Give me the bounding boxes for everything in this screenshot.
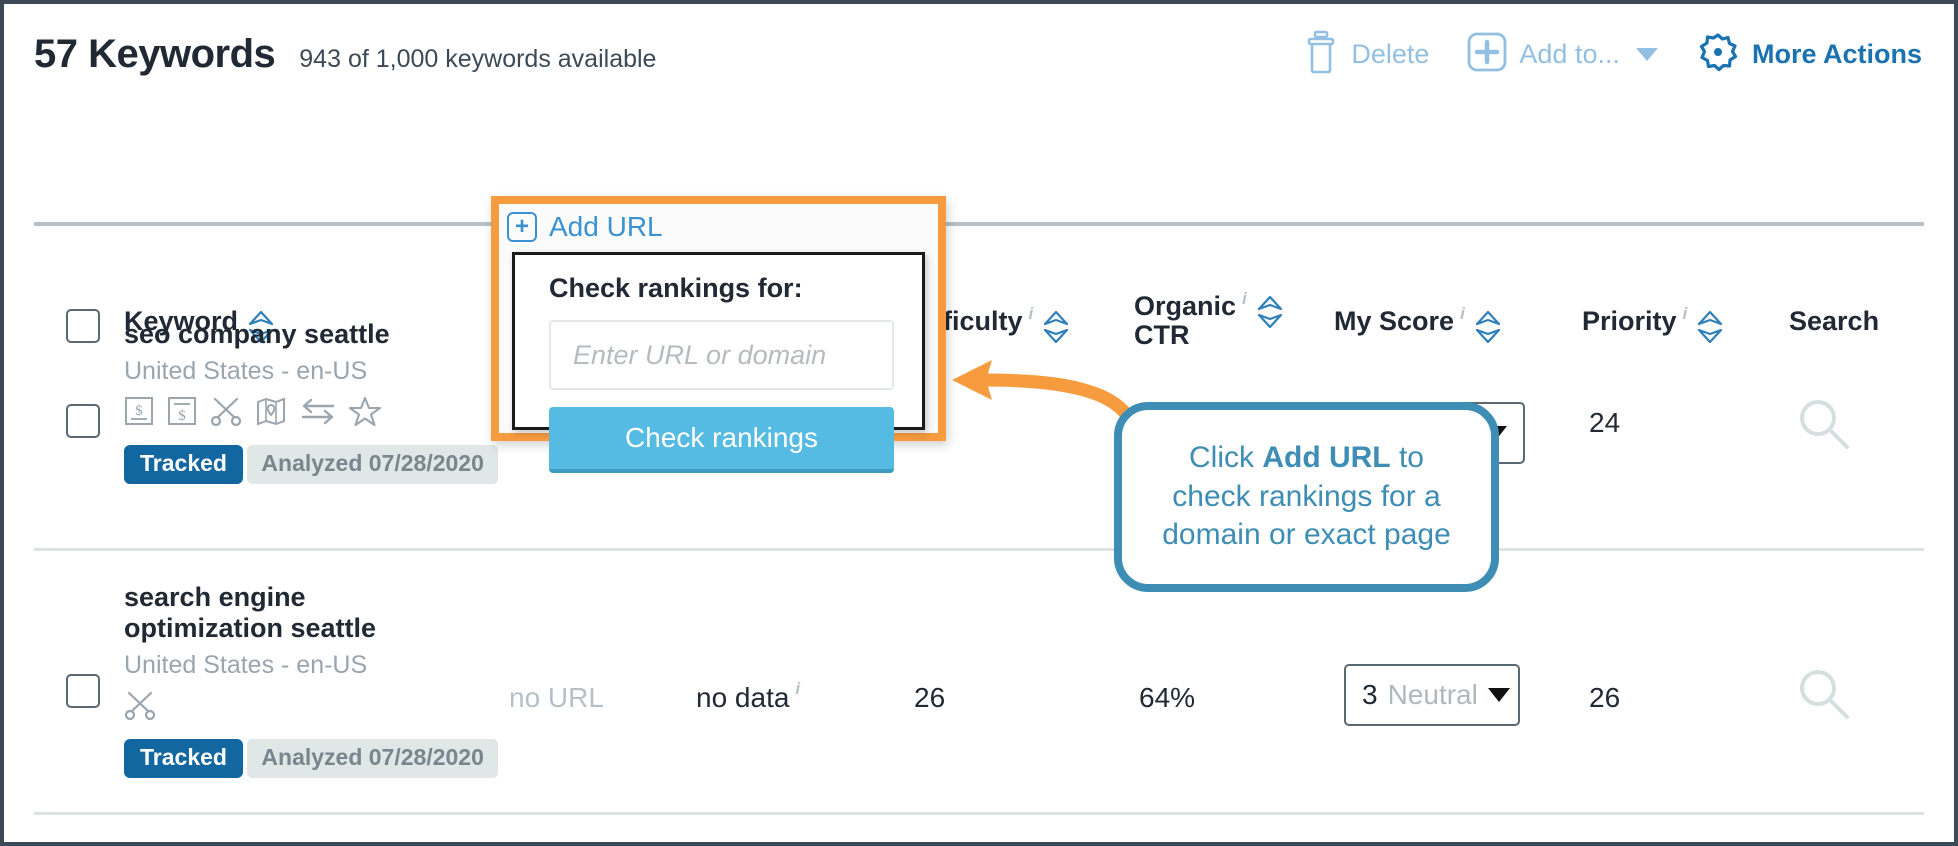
more-actions-button[interactable]: More Actions <box>1696 30 1922 79</box>
sort-icon[interactable] <box>1257 294 1283 336</box>
cpc-dollar-icon[interactable]: $ <box>124 396 154 431</box>
select-all-checkbox[interactable] <box>66 309 100 343</box>
scissors-icon[interactable] <box>210 396 242 431</box>
row-checkbox[interactable] <box>66 404 100 438</box>
svg-text:$: $ <box>178 408 186 424</box>
analyzed-badge: Analyzed 07/28/2020 <box>247 738 498 778</box>
delete-button[interactable]: Delete <box>1303 30 1429 79</box>
column-header-keyword[interactable]: Keyword <box>124 306 274 351</box>
rank-value: no URL <box>509 682 604 713</box>
analyzed-badge: Analyzed 07/28/2020 <box>247 444 498 484</box>
organic-ctr-value: 64% <box>1139 682 1196 713</box>
row-checkbox[interactable] <box>66 674 100 708</box>
svg-text:$: $ <box>135 403 143 419</box>
priority-value: 24 <box>1589 407 1621 438</box>
priority-value: 26 <box>1589 682 1621 713</box>
column-label-search: Search <box>1789 306 1880 336</box>
monthly-volume-text: no data <box>696 682 790 713</box>
monthly-volume-value: no data i <box>696 679 801 714</box>
page-header: 57 Keywords 943 of 1,000 keywords availa… <box>4 4 1954 122</box>
plus-icon: + <box>507 212 537 242</box>
table-row: search engine optimization seattle Unite… <box>124 582 498 778</box>
check-rankings-popover: Check rankings for: Enter URL or domain … <box>512 252 925 473</box>
status-badge: Tracked <box>124 738 243 778</box>
chevron-down-icon[interactable] <box>1635 48 1658 61</box>
trash-icon <box>1303 30 1339 79</box>
keyword-name[interactable]: seo company seattle <box>124 319 390 349</box>
sort-icon[interactable] <box>1697 309 1723 351</box>
magnifier-icon[interactable] <box>1794 664 1854 729</box>
info-icon[interactable]: i <box>1460 304 1465 323</box>
column-label-keyword: Keyword <box>124 306 239 336</box>
popover-title: Check rankings for: <box>549 273 803 303</box>
info-icon[interactable]: i <box>795 679 801 698</box>
header-divider <box>34 222 1924 226</box>
table-row: seo company seattle United States - en-U… <box>124 319 498 484</box>
column-label-organic-ctr-line1: Organic <box>1134 291 1237 321</box>
my-score-word: Neutral <box>1387 679 1478 710</box>
keyword-action-icons <box>124 690 498 725</box>
row-divider <box>34 812 1924 815</box>
keyword-action-icons: $ $ <box>124 396 498 431</box>
column-label-organic-ctr-line2: CTR <box>1134 320 1190 351</box>
star-icon[interactable] <box>348 396 382 431</box>
callout-text: Click Add URL to check rankings for a do… <box>1122 439 1491 554</box>
callout-part2: to check rankings for a domain or exact … <box>1162 441 1451 552</box>
column-header-organic-ctr[interactable]: Organic CTR i <box>1134 289 1283 351</box>
page-title: 57 Keywords <box>34 32 276 76</box>
scissors-icon[interactable] <box>124 690 156 725</box>
callout-bold: Add URL <box>1262 441 1391 475</box>
magnifier-icon[interactable] <box>1794 394 1854 459</box>
column-header-my-score[interactable]: My Score i <box>1334 304 1501 351</box>
add-url-button[interactable]: + Add URL <box>507 211 663 243</box>
header-actions: Delete Add to... <box>1303 30 1922 79</box>
ad-value-dollar-icon[interactable]: $ <box>167 396 197 431</box>
sort-icon[interactable] <box>1043 309 1069 351</box>
difficulty-value: 26 <box>914 682 946 713</box>
column-label-my-score: My Score <box>1334 306 1455 336</box>
availability-text: 943 of 1,000 keywords available <box>299 45 657 73</box>
my-score-value: 3 <box>1362 679 1378 710</box>
add-to-label: Add to... <box>1519 39 1620 69</box>
swap-arrows-icon[interactable] <box>300 396 336 431</box>
map-icon[interactable] <box>255 396 287 431</box>
sort-icon[interactable] <box>248 309 274 351</box>
info-icon[interactable]: i <box>1242 289 1247 308</box>
callout-part1: Click <box>1188 441 1263 475</box>
add-to-button[interactable]: Add to... <box>1467 32 1658 77</box>
url-input-placeholder: Enter URL or domain <box>573 339 827 370</box>
column-header-priority[interactable]: Priority i <box>1582 304 1723 351</box>
row-divider <box>34 548 1924 551</box>
info-icon[interactable]: i <box>1028 304 1034 323</box>
plus-box-icon <box>1467 32 1507 77</box>
delete-label: Delete <box>1351 39 1430 69</box>
more-actions-label: More Actions <box>1751 39 1922 69</box>
sort-icon[interactable] <box>1475 309 1501 351</box>
chevron-down-icon[interactable] <box>1487 688 1510 702</box>
keyword-locale: United States - en-US <box>124 650 368 679</box>
my-score-dropdown[interactable]: 3 Neutral <box>1344 664 1520 726</box>
check-rankings-button[interactable]: Check rankings <box>549 407 894 473</box>
gear-icon <box>1696 30 1740 79</box>
info-icon[interactable]: i <box>1682 304 1688 323</box>
table-header-row: Keyword Rank i Monthly Volume i Difficul… <box>4 122 1954 350</box>
column-label-priority: Priority <box>1582 306 1677 336</box>
status-badge: Tracked <box>124 444 243 484</box>
url-input[interactable]: Enter URL or domain <box>549 320 894 390</box>
annotation-callout: Click Add URL to check rankings for a do… <box>1114 402 1499 592</box>
add-url-label: Add URL <box>549 211 663 242</box>
keyword-locale: United States - en-US <box>124 356 368 385</box>
title-group: 57 Keywords 943 of 1,000 keywords availa… <box>34 32 656 77</box>
keyword-name[interactable]: search engine optimization seattle <box>124 582 377 643</box>
column-header-search: Search <box>1789 306 1880 336</box>
